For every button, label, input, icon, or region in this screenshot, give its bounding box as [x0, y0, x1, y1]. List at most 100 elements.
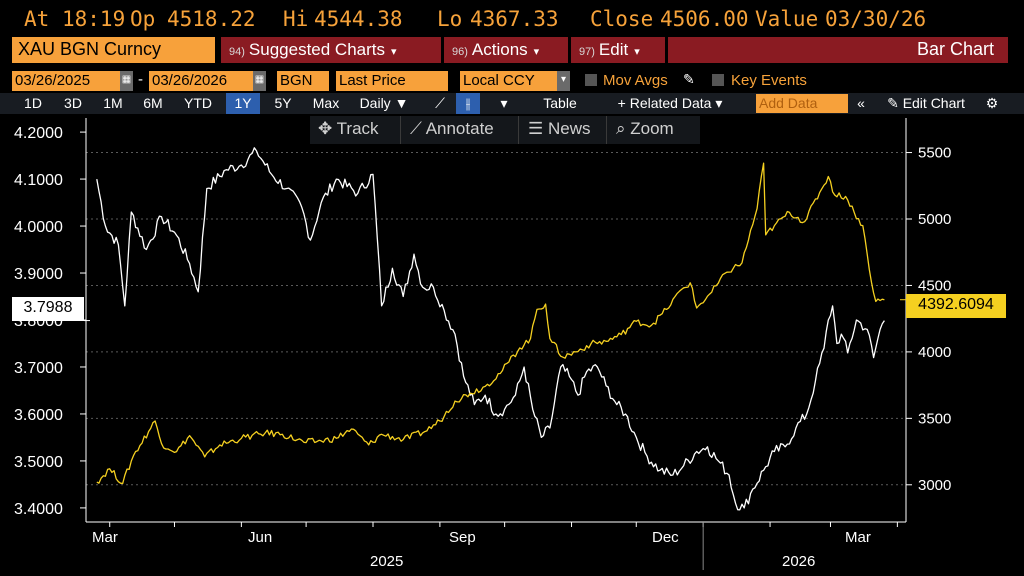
actions-menu[interactable]: 96) Actions ▾	[444, 37, 568, 63]
edit-menu[interactable]: 97) Edit ▾	[571, 37, 665, 63]
double-chevron-left-icon[interactable]: «	[857, 95, 865, 111]
left-tick-label: 4.2000	[14, 125, 63, 142]
range-3d-button[interactable]: 3D	[64, 95, 82, 111]
ticker-field[interactable]: XAU BGN Curncy	[12, 37, 215, 63]
annotate-tool[interactable]: ⟋ Annotate	[410, 119, 494, 139]
range-ytd-button[interactable]: YTD	[184, 95, 212, 111]
line-chart-icon[interactable]: ⟋	[435, 95, 445, 111]
chart-type-label: Bar Chart	[668, 37, 1008, 63]
chart-axes: 5500 5000 4500 4000 3500 3000 4.2000 4.1000 4.00…	[14, 118, 951, 570]
caret-down-icon: ▾	[533, 46, 540, 58]
zoom-label: Zoom	[630, 119, 674, 138]
x-tick-label: Mar	[845, 529, 871, 546]
last-value-right-badge: 4392.6094	[906, 294, 1006, 318]
actions-label: Actions	[471, 40, 528, 59]
caret-down-icon: ▾	[634, 46, 640, 58]
range-5y-button[interactable]: 5Y	[274, 95, 292, 111]
range-toolbar: 1D 3D 1M 6M YTD 1Y 5Y Max Daily ▼ ⟋ ⫲ ▾ …	[0, 93, 1024, 114]
settings-bar: 03/26/2025 ▦ - 03/26/2026 ▦ BGN Last Pri…	[0, 71, 1024, 91]
edit-label: Edit	[598, 40, 629, 59]
range-1y-button[interactable]: 1Y	[226, 93, 260, 114]
left-tick-label: 3.5000	[14, 454, 63, 471]
frequency-label: Daily	[359, 95, 391, 111]
open-value: 4518.22	[167, 7, 256, 31]
quote-bar: At 18:19 Op 4518.22 Hi 4544.38 Lo 4367.3…	[0, 0, 1024, 36]
edit-number: 97)	[579, 46, 595, 58]
news-tool[interactable]: ☰ News	[528, 119, 590, 139]
key-events-checkbox[interactable]	[712, 74, 724, 86]
year-label: 2026	[782, 553, 815, 570]
chevron-down-icon[interactable]: ▾	[557, 71, 570, 91]
caret-down-icon: ▾	[391, 46, 397, 58]
right-tick-label: 4500	[918, 277, 951, 294]
left-tick-label: 3.9000	[14, 266, 63, 283]
suggested-charts-number: 94)	[229, 46, 245, 58]
range-6m-button[interactable]: 6M	[143, 95, 163, 111]
date-separator: -	[138, 71, 143, 88]
right-tick-label: 4000	[918, 344, 951, 361]
time-value: 18:19	[62, 7, 126, 31]
zoom-tool[interactable]: ⌕ Zoom	[616, 119, 674, 139]
right-tick-label: 3000	[918, 477, 951, 494]
price-field-select[interactable]: Last Price	[336, 71, 448, 91]
edit-chart-label: Edit Chart	[902, 95, 965, 111]
value-date: 03/30/26	[825, 7, 927, 31]
close-label: Close	[590, 7, 654, 31]
news-icon: ☰	[528, 119, 548, 138]
actions-number: 96)	[452, 46, 468, 58]
x-tick-label: Jun	[248, 529, 272, 546]
chart-series	[96, 147, 885, 511]
add-data-input[interactable]: Add Data	[756, 94, 848, 113]
edit-chart-button[interactable]: ✎ Edit Chart	[876, 93, 976, 114]
value-label: Value	[755, 7, 819, 31]
time-label: At	[24, 7, 50, 31]
end-date-field[interactable]: 03/26/2026	[149, 71, 253, 91]
left-tick-label: 3.6000	[14, 407, 63, 424]
mov-avgs-label: Mov Avgs	[603, 72, 668, 89]
pencil-icon: ✎	[887, 95, 903, 111]
related-data-menu[interactable]: + Related Data ▾	[617, 95, 723, 111]
high-label: Hi	[283, 7, 309, 31]
source-field[interactable]: BGN	[277, 71, 329, 91]
x-tick-label: Mar	[92, 529, 118, 546]
key-events-label: Key Events	[731, 72, 807, 89]
high-value: 4544.38	[314, 7, 403, 31]
left-tick-label: 4.0000	[14, 219, 63, 236]
calendar-icon[interactable]: ▦	[120, 71, 133, 91]
related-data-label: + Related Data	[617, 95, 712, 111]
left-tick-label: 3.4000	[14, 501, 63, 518]
gold-series-line	[96, 162, 885, 485]
chevron-down-icon[interactable]: ▾	[500, 95, 508, 111]
track-tool[interactable]: ✥ Track	[318, 119, 379, 139]
currency-select[interactable]: Local CCY	[460, 71, 557, 91]
suggested-charts-label: Suggested Charts	[248, 40, 385, 59]
track-label: Track	[336, 119, 379, 138]
magnifier-icon: ⌕	[616, 119, 631, 138]
calendar-icon[interactable]: ▦	[253, 71, 266, 91]
mov-avgs-checkbox[interactable]	[585, 74, 597, 86]
white-series-line	[96, 147, 885, 511]
year-label: 2025	[370, 553, 403, 570]
frequency-dropdown[interactable]: Daily ▼	[359, 95, 409, 111]
annotate-icon: ⟋	[410, 119, 426, 138]
low-value: 4367.33	[470, 7, 559, 31]
right-tick-label: 3500	[918, 410, 951, 427]
start-date-field[interactable]: 03/26/2025	[12, 71, 120, 91]
right-tick-label: 5500	[918, 145, 951, 162]
right-tick-label: 5000	[918, 211, 951, 228]
range-1d-button[interactable]: 1D	[24, 95, 42, 111]
close-value: 4506.00	[660, 7, 749, 31]
pencil-icon[interactable]: ✎	[683, 71, 695, 87]
table-button[interactable]: Table	[543, 95, 577, 111]
gear-icon[interactable]: ⚙	[985, 95, 999, 111]
open-label: Op	[130, 7, 156, 31]
menu-bar: XAU BGN Curncy 94) Suggested Charts ▾ 96) A…	[0, 37, 1024, 63]
range-1m-button[interactable]: 1M	[103, 95, 123, 111]
chart-grid	[86, 152, 906, 486]
suggested-charts-menu[interactable]: 94) Suggested Charts ▾	[221, 37, 441, 63]
crosshair-icon: ✥	[318, 119, 337, 138]
range-max-button[interactable]: Max	[312, 95, 340, 111]
bar-chart-icon[interactable]: ⫲	[456, 93, 480, 114]
left-tick-label: 3.7000	[14, 360, 63, 377]
